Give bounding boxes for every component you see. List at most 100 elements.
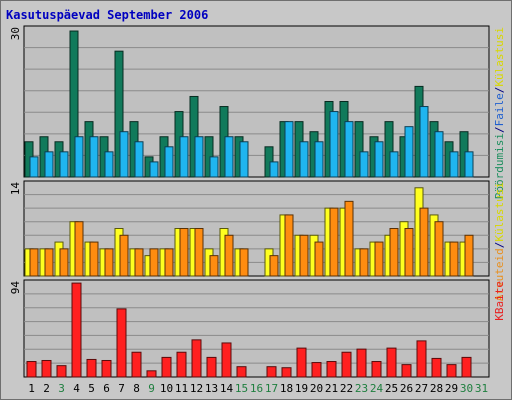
bar-faile-day-17 [269,161,279,178]
day-label-3: 3 [58,382,65,395]
bar-arvuteid-day-2 [44,248,54,277]
bar-kbaite-day-3 [56,365,67,378]
bar-faile-day-26 [404,126,414,178]
bar-faile-day-12 [194,136,204,178]
bar-kbaite-day-22 [341,351,352,378]
day-label-12: 12 [190,382,203,395]
bar-kbaite-day-4 [71,282,82,378]
bar-kbaite-day-2 [41,359,52,378]
panel-1: 30 [9,25,490,178]
bar-kbaite-day-27 [416,340,427,378]
bar-kbaite-day-28 [431,357,442,378]
bar-faile-day-21 [329,111,339,178]
bar-faile-day-20 [314,141,324,178]
bar-kbaite-day-20 [311,362,322,378]
legend-item: Külastusi [493,27,506,87]
bar-arvuteid-day-21 [329,207,339,277]
day-label-1: 1 [28,382,35,395]
bar-faile-day-5 [89,136,99,178]
bar-kbaite-day-1 [26,361,37,378]
bar-kbaite-day-17 [266,366,277,378]
legend-layer: Pöördumisi/Faile/KülastusiArvuteid/Külas… [493,27,506,321]
bar-faile-day-27 [419,106,429,178]
bar-kbaite-day-10 [161,356,172,378]
day-label-4: 4 [73,382,80,395]
legend-item: / [493,126,506,133]
day-label-11: 11 [175,382,188,395]
bar-faile-day-4 [74,136,84,178]
bar-kbaite-day-7 [116,308,127,378]
bar-faile-day-13 [209,156,219,178]
bar-kbaite-day-24 [371,361,382,378]
bar-faile-day-19 [299,141,309,178]
bar-arvuteid-day-15 [239,248,249,277]
panels-layer: 30 14 94 [9,25,490,378]
day-label-20: 20 [310,382,323,395]
legend-item: Arvuteid [493,248,506,301]
day-label-23: 23 [355,382,368,395]
day-label-30: 30 [460,382,473,395]
bar-pöördumisi-day-7 [114,50,124,178]
bar-faile-day-1 [29,156,39,178]
bar-arvuteid-day-30 [464,234,474,277]
bar-arvuteid-day-18 [284,214,294,277]
panel-max-label: 94 [9,281,22,295]
bar-faile-day-25 [389,151,399,178]
bar-kbaite-day-30 [461,356,472,378]
bar-faile-day-14 [224,136,234,178]
bar-arvuteid-day-14 [224,234,234,277]
panel-max-label: 14 [9,182,22,196]
day-label-9: 9 [148,382,155,395]
bar-kbaite-day-25 [386,347,397,378]
day-label-13: 13 [205,382,218,395]
panel-3: 94 [9,279,490,378]
bar-arvuteid-day-10 [164,248,174,277]
panel-legend: Pöördumisi/Faile/Külastusi [493,27,506,199]
bar-arvuteid-day-28 [434,221,444,277]
panel-2: 14 [9,180,490,277]
panel-legend: KBaite [493,281,506,321]
day-label-25: 25 [385,382,398,395]
bar-kbaite-day-21 [326,361,337,378]
day-label-8: 8 [133,382,140,395]
bar-kbaite-day-18 [281,367,292,378]
legend-item: Külastusi [493,182,506,242]
day-label-24: 24 [370,382,384,395]
bar-arvuteid-day-17 [269,255,279,277]
day-label-2: 2 [43,382,50,395]
bar-arvuteid-day-1 [29,248,39,277]
day-label-29: 29 [445,382,458,395]
bar-faile-day-22 [344,121,354,178]
bar-arvuteid-day-24 [374,241,384,277]
bar-pöördumisi-day-25 [384,121,394,178]
bar-kbaite-day-13 [206,356,217,378]
bar-arvuteid-day-26 [404,228,414,277]
bar-arvuteid-day-8 [134,248,144,277]
day-label-27: 27 [415,382,428,395]
bar-arvuteid-day-13 [209,255,219,277]
bar-faile-day-10 [164,146,174,178]
bar-arvuteid-day-19 [299,234,309,277]
bar-faile-day-24 [374,141,384,178]
bar-kbaite-day-14 [221,342,232,378]
bar-faile-day-3 [59,151,69,178]
day-label-18: 18 [280,382,293,395]
bar-pöördumisi-day-4 [69,30,79,178]
bar-arvuteid-day-4 [74,221,84,277]
bar-faile-day-11 [179,136,189,178]
bar-arvuteid-day-22 [344,200,354,277]
bar-faile-day-18 [284,121,294,178]
day-label-22: 22 [340,382,353,395]
bar-pöördumisi-day-23 [354,121,364,178]
bar-kbaite-day-5 [86,358,97,378]
legend-item: KBaite [493,281,506,321]
day-label-26: 26 [400,382,413,395]
bar-arvuteid-day-11 [179,228,189,277]
bar-arvuteid-day-7 [119,234,129,277]
bar-faile-day-9 [149,161,159,178]
day-label-10: 10 [160,382,173,395]
day-label-28: 28 [430,382,443,395]
bar-faile-day-29 [449,151,459,178]
bar-kbaite-day-29 [446,364,457,378]
